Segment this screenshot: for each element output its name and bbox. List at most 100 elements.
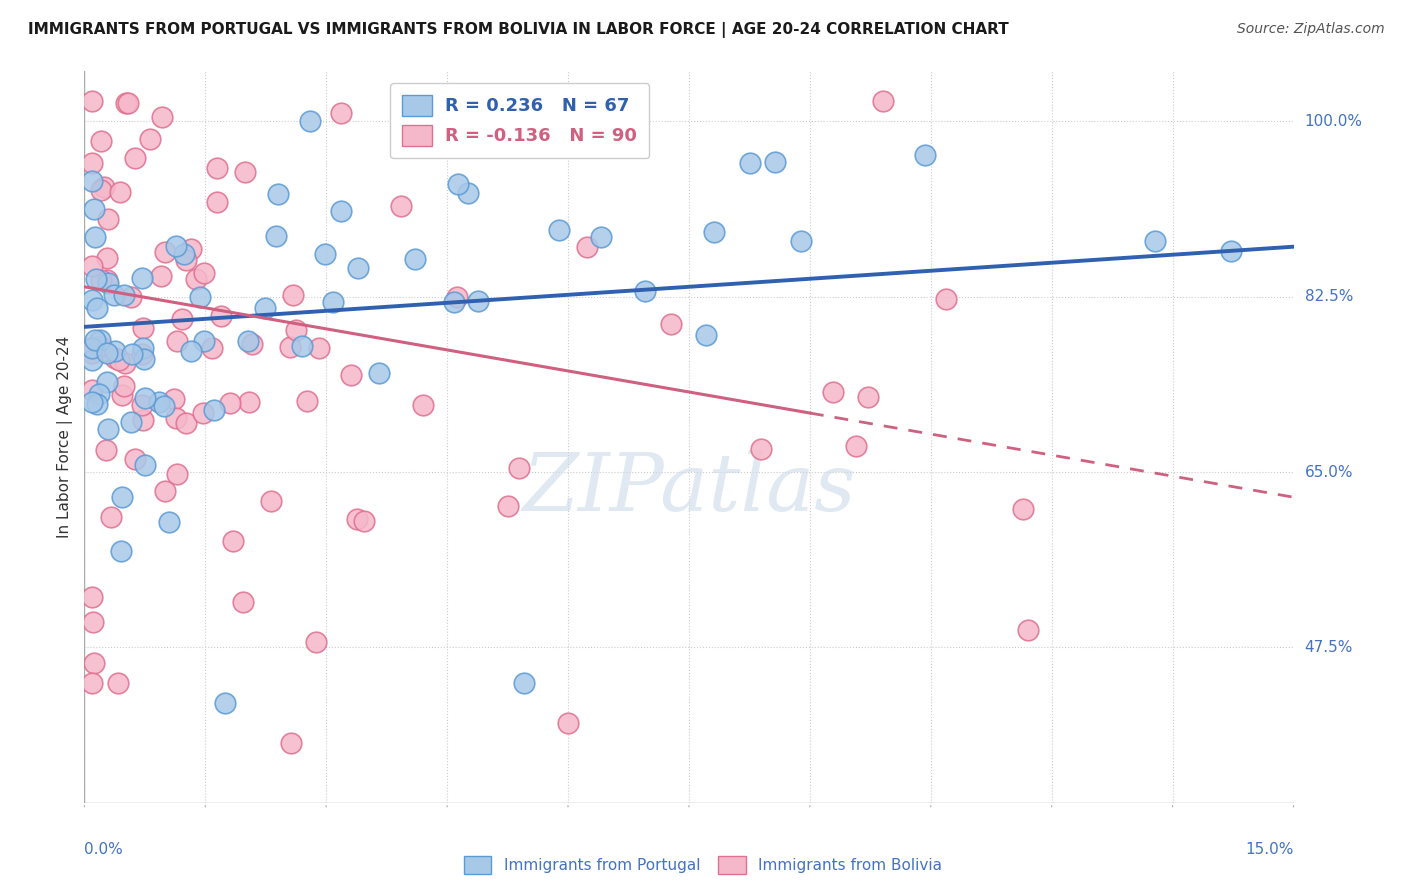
Point [93, 180, 115, 194]
Point [659, 318, 682, 332]
Point [184, 271, 207, 285]
Point [115, 95, 138, 110]
Point [297, 394, 319, 409]
Point [238, 334, 260, 348]
Point [232, 595, 254, 609]
Point [100, 510, 122, 524]
Point [457, 186, 479, 200]
Point [340, 368, 363, 383]
Point [82, 346, 104, 360]
Point [443, 294, 465, 309]
Point [845, 439, 868, 453]
Legend: R = 0.236   N = 67, R = -0.136   N = 90: R = 0.236 N = 67, R = -0.136 N = 90 [391, 83, 650, 158]
Point [166, 410, 188, 425]
Point [214, 696, 236, 710]
Point [267, 187, 290, 202]
Point [205, 161, 228, 175]
Point [90, 135, 112, 149]
Point [107, 675, 129, 690]
Point [104, 344, 127, 359]
Point [157, 515, 180, 529]
Point [131, 398, 153, 412]
Point [108, 185, 131, 199]
Point [134, 458, 156, 473]
Point [634, 285, 657, 299]
Point [97, 422, 120, 436]
Text: ZIPatlas: ZIPatlas [522, 450, 856, 527]
Point [131, 346, 153, 360]
Point [703, 225, 725, 239]
Legend: Immigrants from Portugal, Immigrants from Bolivia: Immigrants from Portugal, Immigrants fro… [458, 850, 948, 880]
Point [104, 351, 127, 365]
Point [1219, 244, 1241, 258]
Point [1144, 234, 1167, 248]
Point [170, 311, 193, 326]
Point [193, 334, 215, 348]
Point [209, 309, 232, 323]
Point [180, 343, 202, 358]
Point [153, 483, 176, 498]
Point [191, 406, 214, 420]
Point [166, 334, 188, 348]
Text: 82.5%: 82.5% [1305, 289, 1353, 304]
Point [508, 460, 530, 475]
Point [935, 292, 957, 306]
Point [96, 375, 118, 389]
Point [82, 95, 104, 109]
Point [233, 164, 256, 178]
Point [389, 199, 412, 213]
Point [120, 289, 142, 303]
Point [82, 353, 104, 368]
Point [82, 293, 104, 307]
Point [738, 156, 761, 170]
Point [576, 240, 599, 254]
Text: Source: ZipAtlas.com: Source: ZipAtlas.com [1237, 22, 1385, 37]
Point [219, 396, 242, 410]
Point [82, 259, 104, 273]
Point [238, 395, 260, 409]
Point [278, 340, 301, 354]
Text: 47.5%: 47.5% [1305, 640, 1353, 655]
Point [467, 294, 489, 309]
Point [367, 367, 389, 381]
Point [82, 675, 104, 690]
Point [872, 95, 894, 109]
Point [111, 490, 134, 504]
Point [111, 387, 134, 401]
Point [283, 287, 305, 301]
Point [856, 390, 879, 404]
Point [112, 288, 135, 302]
Point [86, 397, 108, 411]
Point [96, 273, 118, 287]
Text: 15.0%: 15.0% [1246, 842, 1294, 856]
Point [557, 715, 579, 730]
Point [222, 533, 245, 548]
Point [1011, 502, 1033, 516]
Point [138, 131, 160, 145]
Point [180, 242, 202, 256]
Point [299, 114, 322, 128]
Text: 65.0%: 65.0% [1305, 465, 1353, 480]
Point [89, 333, 111, 347]
Point [132, 341, 155, 355]
Point [404, 252, 426, 267]
Point [120, 415, 142, 429]
Point [254, 301, 277, 316]
Point [353, 514, 375, 528]
Point [188, 290, 211, 304]
Point [914, 148, 936, 162]
Point [82, 174, 104, 188]
Point [112, 379, 135, 393]
Point [83, 656, 105, 670]
Point [304, 635, 326, 649]
Point [83, 202, 105, 217]
Point [264, 228, 287, 243]
Point [166, 467, 188, 481]
Point [201, 341, 224, 355]
Point [314, 246, 336, 260]
Point [749, 442, 772, 456]
Y-axis label: In Labor Force | Age 20-24: In Labor Force | Age 20-24 [58, 336, 73, 538]
Point [89, 339, 111, 353]
Point [103, 288, 125, 302]
Point [329, 106, 352, 120]
